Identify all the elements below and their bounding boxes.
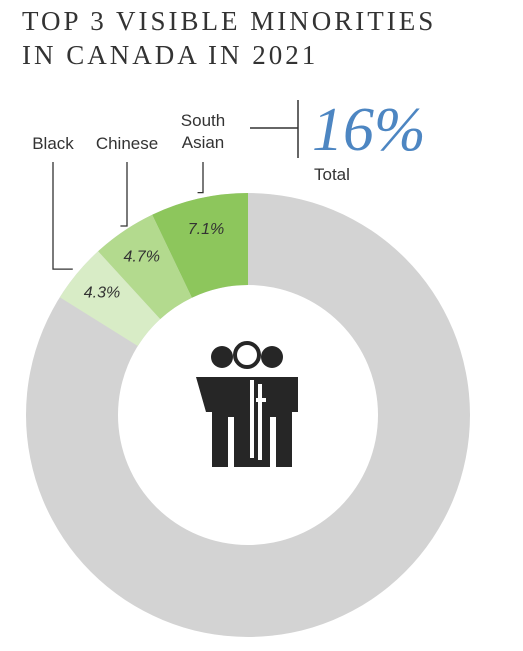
value-label: 4.7% — [123, 249, 159, 266]
total-bracket — [250, 100, 299, 158]
ring — [26, 193, 470, 637]
category-label: Black — [32, 134, 74, 153]
value-label: 7.1% — [188, 221, 224, 238]
leader-line — [120, 162, 128, 227]
people-icon — [196, 341, 298, 467]
segment — [152, 193, 248, 298]
total-caption: Total — [314, 165, 350, 184]
segment — [98, 214, 192, 320]
leader-line — [52, 162, 73, 270]
leader-line — [197, 162, 204, 194]
title-line: TOP 3 VISIBLE MINORITIES — [22, 6, 437, 36]
total-value: 16% — [312, 96, 426, 164]
segment — [59, 251, 161, 347]
category-label: Chinese — [95, 134, 159, 153]
value-label: 4.3% — [84, 285, 120, 302]
category-label: South Asian — [180, 111, 226, 152]
title-line: IN CANADA IN 2021 — [22, 40, 319, 70]
